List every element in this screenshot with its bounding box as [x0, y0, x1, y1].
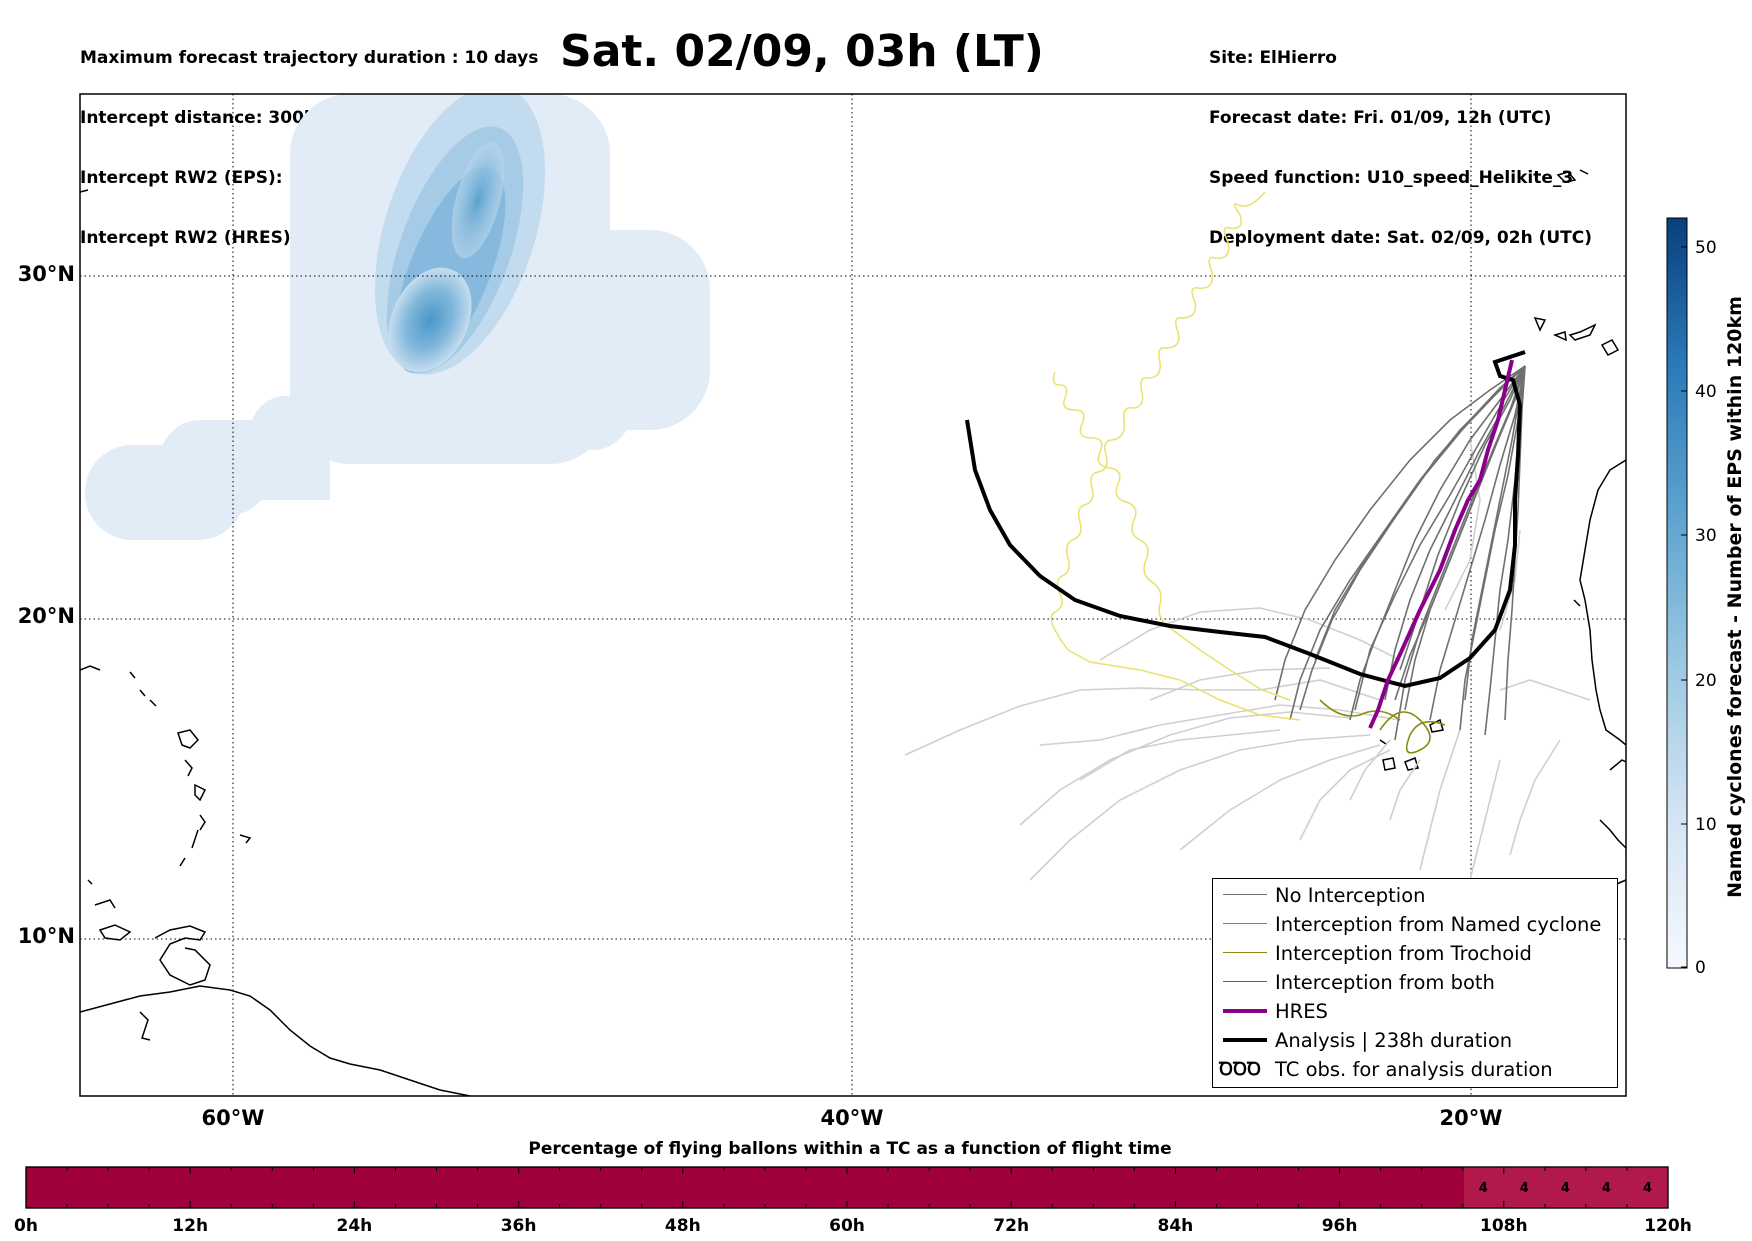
colorbar-label: Named cyclones forecast - Number of EPS …: [1724, 296, 1746, 898]
legend-item-no-interception: No Interception: [1213, 881, 1617, 910]
lon-label-60w: 60°W: [201, 1106, 265, 1130]
coastlines: [80, 169, 1626, 1096]
flight-bar-tick-label: 72h: [993, 1216, 1030, 1236]
legend-item-named-cyclone: Interception from Named cyclone: [1213, 910, 1617, 939]
lon-label-40w: 40°W: [820, 1106, 884, 1130]
lat-label-30n: 30°N: [17, 262, 75, 286]
flight-bar-highlight: [1464, 1167, 1668, 1208]
colorbar-tick: 20: [1695, 671, 1717, 691]
colorbar-tick: 30: [1695, 526, 1717, 546]
flight-bar-tick-label: 48h: [664, 1216, 701, 1236]
flight-bar-value: 4: [1601, 1181, 1611, 1196]
legend-item-hres: HRES: [1213, 997, 1617, 1026]
tc-symbol-icon: ꝹꝹꝹ: [1219, 1059, 1261, 1080]
header-right: Site: ElHierro Forecast date: Fri. 01/09…: [1209, 8, 1592, 268]
colorbar-tick: 40: [1695, 382, 1717, 402]
eps-trajectories-light: [904, 439, 1591, 881]
lat-label-10n: 10°N: [17, 924, 75, 948]
yellow-trajectories: [1050, 191, 1301, 721]
flight-bar-value: 4: [1560, 1181, 1570, 1196]
flight-bar-tick-label: 36h: [500, 1216, 537, 1236]
trochoid-trajectories: [1319, 699, 1446, 754]
header-left-line: Intercept distance: 300km: [80, 108, 333, 128]
colorbar-gradient: [1666, 217, 1688, 969]
legend-item-analysis: Analysis | 238h duration: [1213, 1026, 1617, 1055]
cyclone-density-core: [374, 94, 546, 375]
flight-bar-tick-label: 96h: [1321, 1216, 1358, 1236]
flight-bar-title: Percentage of flying ballons within a TC…: [528, 1139, 1172, 1159]
hres-trajectory: [1368, 359, 1514, 729]
flight-bar-tick-label: 108h: [1480, 1216, 1528, 1236]
flight-bar-tick-label: 60h: [829, 1216, 865, 1236]
analysis-trajectory: [965, 350, 1526, 689]
header-right-line: Forecast date: Fri. 01/09, 12h (UTC): [1209, 108, 1552, 128]
colorbar-tick: 0: [1695, 958, 1706, 978]
flight-bar-value: 4: [1519, 1181, 1529, 1196]
lon-label-20w: 20°W: [1439, 1106, 1503, 1130]
colorbar: [1666, 217, 1688, 969]
legend: No Interception Interception from Named …: [1212, 878, 1618, 1088]
header-right-line: Speed function: U10_speed_Helikite_3: [1209, 168, 1574, 188]
flight-bar-tick-label: 84h: [1157, 1216, 1194, 1236]
header-right-line: Deployment date: Sat. 02/09, 02h (UTC): [1209, 228, 1593, 248]
lat-label-20n: 20°N: [17, 604, 75, 628]
flight-bar-tick-label: 24h: [336, 1216, 373, 1236]
flight-bar-tick-label: 0h: [14, 1216, 38, 1236]
colorbar-ticks: [1681, 246, 1687, 968]
flight-bar-tick-label: 120h: [1644, 1216, 1692, 1236]
header-right-line: Site: ElHierro: [1209, 48, 1337, 68]
colorbar-tick: 50: [1695, 238, 1717, 258]
legend-item-both: Interception from both: [1213, 968, 1617, 997]
flight-bar-tick-label: 12h: [172, 1216, 209, 1236]
flight-bar-value: 4: [1642, 1181, 1652, 1196]
map-layers: [80, 94, 1626, 1096]
colorbar-tick: 10: [1695, 815, 1717, 835]
header-left-line: Maximum forecast trajectory duration : 1…: [80, 48, 539, 68]
legend-item-trochoid: Interception from Trochoid: [1213, 939, 1617, 968]
legend-item-tc-obs: ꝹꝹꝹ TC obs. for analysis duration: [1213, 1055, 1617, 1084]
flight-bar-value: 4: [1478, 1181, 1488, 1196]
flight-time-bar: [25, 1166, 1669, 1209]
flight-bar-ticks: [25, 1167, 1669, 1208]
page-title: Sat. 02/09, 03h (LT): [560, 26, 1044, 77]
map-frame: [79, 93, 1627, 1097]
